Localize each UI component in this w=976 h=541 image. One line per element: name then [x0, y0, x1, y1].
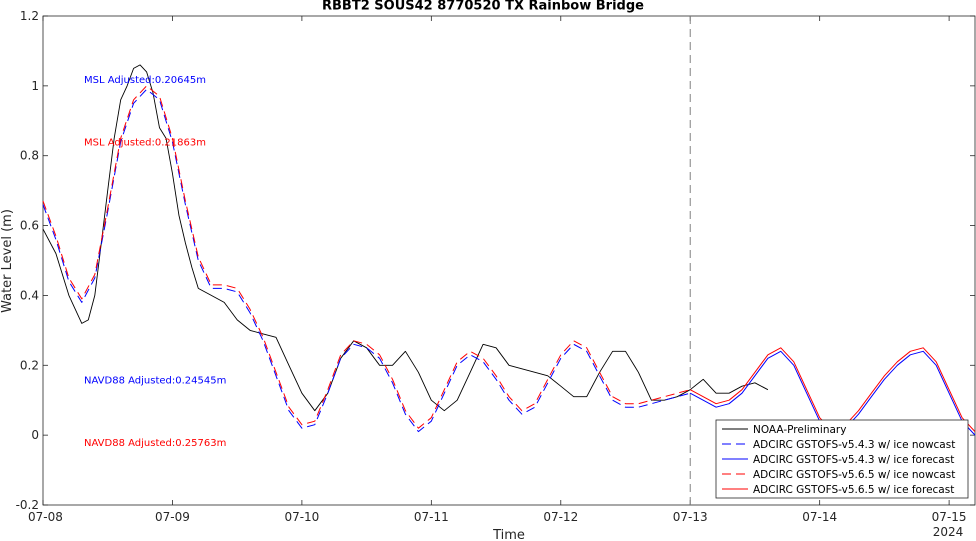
y-axis-label: Water Level (m) [0, 209, 15, 313]
y-tick-label: -0.2 [16, 498, 39, 512]
axes-box [42, 15, 976, 506]
y-tick-label: 0 [31, 428, 39, 442]
legend-label-0: NOAA-Preliminary [753, 424, 846, 436]
x-tick-label: 07-12 [543, 510, 578, 524]
x-axis-year-label: 2024 [933, 525, 964, 539]
y-tick-label: 0.8 [20, 149, 39, 163]
x-tick-label: 07-15 [932, 510, 967, 524]
x-tick-label: 07-14 [802, 510, 837, 524]
series-line-1 [42, 88, 691, 433]
series-line-3 [42, 85, 691, 429]
x-tick-label: 07-10 [284, 510, 319, 524]
datum-annotation-0: MSL Adjusted:0.20645m [84, 75, 206, 86]
legend-label-1: ADCIRC GSTOFS-v5.4.3 w/ ice nowcast [753, 439, 955, 451]
y-tick-label: 0.4 [20, 288, 39, 302]
plot-area: -0.2 0 0.2 0.4 0.6 0.8 1 1.2 07-08 07-09 07-10 07-1… [16, 9, 976, 524]
x-tick-label: 07-11 [414, 510, 449, 524]
legend-label-3: ADCIRC GSTOFS-v5.6.5 w/ ice nowcast [753, 469, 955, 481]
x-tick-label: 07-08 [28, 510, 63, 524]
legend-label-2: ADCIRC GSTOFS-v5.4.3 w/ ice forecast [753, 454, 954, 466]
legend-box [715, 419, 969, 499]
y-tick-label: 1 [31, 79, 39, 93]
chart-title: RBBT2 SOUS42 8770520 TX Rainbow Bridge [322, 0, 644, 14]
x-tick-label: 07-09 [155, 510, 190, 524]
datum-annotation-1: MSL Adjusted:0.21863m [84, 138, 206, 149]
y-tick-label: 0.2 [20, 358, 39, 372]
series-line-0 [42, 64, 769, 412]
legend-label-4: ADCIRC GSTOFS-v5.6.5 w/ ice forecast [753, 484, 954, 496]
y-tick-label: 1.2 [20, 9, 39, 23]
datum-annotation-2: NAVD88 Adjusted:0.24545m [84, 375, 226, 386]
datum-annotation-3: NAVD88 Adjusted:0.25763m [84, 438, 226, 449]
x-axis-label: Time [492, 528, 525, 541]
y-tick-label: 0.6 [20, 219, 39, 233]
x-tick-label: 07-13 [673, 510, 708, 524]
